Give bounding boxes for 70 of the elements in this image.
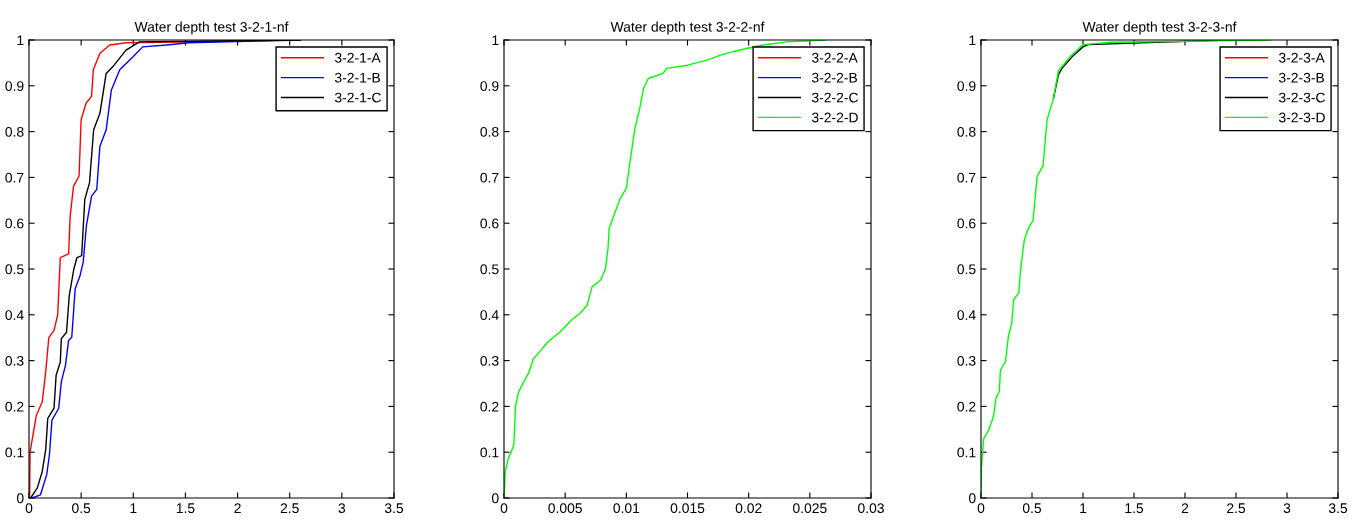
legend-label: 3-2-2-B bbox=[811, 72, 857, 83]
x-tick-label: 1.5 bbox=[176, 503, 195, 514]
y-tick-label: 0.9 bbox=[5, 81, 24, 91]
legend-label: 3-2-1-C bbox=[334, 92, 381, 103]
x-tick-label: 0 bbox=[977, 503, 985, 514]
y-tick-label: 0.4 bbox=[480, 310, 499, 320]
y-tick-label: 1 bbox=[969, 35, 976, 46]
x-tick-label: 0.01 bbox=[613, 503, 640, 514]
y-tick-label: 0.5 bbox=[5, 264, 24, 275]
y-tick-label: 0 bbox=[16, 493, 24, 504]
x-tick-label: 0.015 bbox=[670, 503, 705, 514]
y-tick-label: 0.1 bbox=[5, 447, 24, 458]
x-tick-label: 0 bbox=[25, 503, 33, 514]
x-tick-label: 3 bbox=[1283, 503, 1291, 514]
y-tick-label: 0.7 bbox=[957, 172, 976, 183]
y-tick-label: 1 bbox=[492, 35, 499, 46]
x-tick-label: 0.5 bbox=[1022, 503, 1042, 514]
legend-label: 3-2-1-B bbox=[334, 72, 380, 83]
x-tick-label: 2.5 bbox=[280, 503, 299, 514]
y-tick-label: 0 bbox=[968, 493, 976, 504]
x-tick-label: 2.5 bbox=[1227, 503, 1246, 514]
x-tick-label: 0.02 bbox=[735, 503, 762, 514]
y-tick-label: 0.4 bbox=[957, 310, 976, 320]
y-tick-label: 0.8 bbox=[480, 126, 499, 137]
x-tick-label: 0.025 bbox=[793, 503, 827, 514]
y-tick-label: 0.2 bbox=[480, 401, 499, 412]
y-tick-label: 0.7 bbox=[5, 172, 24, 183]
x-tick-label: 0 bbox=[500, 503, 508, 514]
x-tick-label: 3.5 bbox=[384, 503, 404, 514]
legend-label: 3-2-2-C bbox=[811, 92, 858, 103]
x-tick-label: 1.5 bbox=[1125, 503, 1144, 514]
legend-label: 3-2-3-C bbox=[1278, 92, 1325, 103]
y-tick-label: 0.8 bbox=[5, 126, 24, 137]
legend-label: 3-2-2-D bbox=[811, 112, 858, 123]
y-tick-label: 0 bbox=[491, 493, 499, 504]
y-tick-label: 0.3 bbox=[5, 355, 24, 366]
y-tick-label: 0.2 bbox=[5, 401, 24, 412]
y-tick-label: 0.1 bbox=[480, 447, 499, 458]
y-tick-label: 0.2 bbox=[957, 401, 976, 412]
y-tick-label: 0.6 bbox=[480, 218, 499, 229]
y-tick-label: 0.1 bbox=[957, 447, 976, 458]
chart-title: Water depth test 3-2-1-nf bbox=[134, 21, 289, 35]
y-tick-label: 0.7 bbox=[480, 172, 499, 183]
y-tick-label: 0.9 bbox=[957, 81, 976, 91]
x-tick-label: 3.5 bbox=[1328, 503, 1348, 514]
y-tick-label: 0.4 bbox=[5, 310, 24, 320]
chart-title: Water depth test 3-2-3-nf bbox=[1082, 21, 1237, 35]
x-tick-label: 2 bbox=[234, 503, 241, 513]
y-tick-label: 0.5 bbox=[957, 264, 976, 275]
y-tick-label: 0.5 bbox=[480, 264, 499, 275]
y-tick-label: 1 bbox=[17, 35, 24, 46]
legend-label: 3-2-3-D bbox=[1278, 112, 1325, 123]
x-tick-label: 2 bbox=[1181, 503, 1189, 513]
legend-label: 3-2-1-A bbox=[334, 52, 381, 63]
x-tick-label: 0.5 bbox=[72, 503, 91, 514]
x-tick-label: 1 bbox=[130, 503, 137, 513]
legend-label: 3-2-3-B bbox=[1278, 72, 1324, 83]
y-tick-label: 0.8 bbox=[957, 126, 976, 137]
x-tick-label: 0.005 bbox=[548, 503, 582, 514]
x-tick-label: 1 bbox=[1080, 503, 1087, 513]
x-tick-label: 3 bbox=[338, 503, 346, 514]
chart-title: Water depth test 3-2-2-nf bbox=[610, 21, 765, 35]
y-tick-label: 0.3 bbox=[957, 355, 976, 366]
x-tick-label: 0.03 bbox=[858, 503, 884, 514]
y-tick-label: 0.9 bbox=[480, 81, 499, 91]
legend-label: 3-2-3-A bbox=[1278, 52, 1325, 63]
y-tick-label: 0.6 bbox=[957, 218, 976, 229]
y-tick-label: 0.6 bbox=[5, 218, 24, 229]
y-tick-label: 0.3 bbox=[480, 355, 499, 366]
legend-label: 3-2-2-A bbox=[811, 52, 858, 63]
